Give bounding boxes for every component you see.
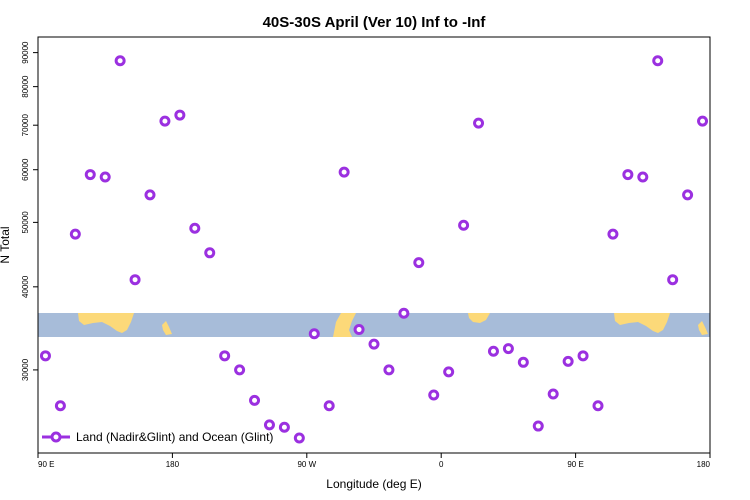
y-tick-label: 70000 [21, 114, 30, 137]
data-point [144, 189, 156, 201]
x-tick-label: 90 E [567, 460, 583, 469]
data-point [263, 419, 275, 431]
data-point [39, 350, 51, 362]
data-point [249, 394, 261, 406]
data-point [667, 274, 679, 286]
data-point [622, 169, 634, 181]
data-point [323, 400, 335, 412]
data-point [547, 388, 559, 400]
data-point [532, 420, 544, 432]
x-tick-label: 0 [439, 460, 444, 469]
land-mass [468, 313, 490, 323]
data-point [368, 338, 380, 350]
data-point [293, 432, 305, 444]
y-tick-label: 40000 [21, 275, 30, 298]
legend: Land (Nadir&Glint) and Ocean (Glint) [42, 430, 273, 444]
data-point [84, 169, 96, 181]
x-axis-label: Longitude (deg E) [326, 477, 421, 491]
data-point [219, 350, 231, 362]
data-point [174, 109, 186, 121]
y-axis-label: N Total [0, 226, 12, 263]
data-point [99, 171, 111, 183]
data-point [487, 345, 499, 357]
data-point [308, 328, 320, 340]
data-point [278, 421, 290, 433]
data-point [592, 400, 604, 412]
data-point [338, 166, 350, 178]
y-tick-label: 80000 [21, 75, 30, 98]
data-points [39, 55, 709, 444]
legend-label: Land (Nadir&Glint) and Ocean (Glint) [76, 430, 273, 444]
x-tick-label: 90 E [38, 460, 54, 469]
land-mass [698, 321, 708, 335]
data-point [682, 189, 694, 201]
x-tick-label: 180 [166, 460, 180, 469]
data-point [458, 219, 470, 231]
plot-frame [37, 36, 711, 454]
land-mass [78, 313, 134, 333]
data-point [54, 400, 66, 412]
y-tick-label: 30000 [21, 358, 30, 381]
data-point [129, 274, 141, 286]
data-point [517, 356, 529, 368]
data-point [413, 257, 425, 269]
x-axis-ticks: 90 E 180 90 W 0 90 E 180 [37, 453, 711, 469]
y-tick-label: 50000 [21, 211, 30, 234]
data-point [159, 115, 171, 127]
data-point [607, 228, 619, 240]
map-strip [38, 313, 710, 337]
ocean-band [38, 313, 710, 337]
data-point [204, 247, 216, 259]
data-point [652, 55, 664, 67]
data-point [398, 307, 410, 319]
land-mass [614, 313, 670, 333]
land-mass [162, 321, 172, 335]
y-tick-label: 90000 [21, 41, 30, 64]
data-point [69, 228, 81, 240]
data-point [234, 364, 246, 376]
legend-marker [50, 431, 62, 443]
data-point [697, 115, 709, 127]
data-point [473, 117, 485, 129]
data-point [577, 350, 589, 362]
land-mass [333, 313, 356, 337]
data-point [353, 324, 365, 336]
x-tick-label: 90 W [297, 460, 316, 469]
data-point [637, 171, 649, 183]
x-tick-label: 180 [697, 460, 711, 469]
data-point [428, 389, 440, 401]
data-point [189, 222, 201, 234]
chart-title: 40S-30S April (Ver 10) Inf to -Inf [263, 14, 487, 31]
data-point [502, 343, 514, 355]
data-point [443, 366, 455, 378]
y-axis-ticks: 30000 40000 50000 60000 70000 80000 90000 [21, 41, 38, 381]
data-point [562, 355, 574, 367]
y-tick-label: 60000 [21, 158, 30, 181]
data-point [114, 55, 126, 67]
data-point [383, 364, 395, 376]
